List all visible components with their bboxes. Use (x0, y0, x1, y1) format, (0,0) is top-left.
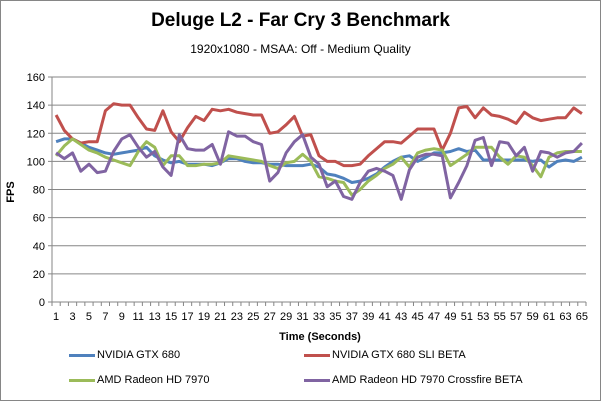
x-tick-label: 37 (346, 311, 358, 323)
x-tick-label: 1 (53, 311, 59, 323)
y-tick-label: 40 (33, 241, 45, 253)
legend-label: NVIDIA GTX 680 SLI BETA (332, 349, 466, 361)
y-tick-label: 140 (27, 100, 45, 112)
legend-swatch-blue (69, 353, 95, 357)
x-tick-label: 7 (102, 311, 108, 323)
legend-label: NVIDIA GTX 680 (97, 349, 181, 361)
x-tick-label: 15 (165, 311, 177, 323)
legend-item-gtx680: NVIDIA GTX 680 (69, 349, 180, 361)
x-tick-label: 35 (329, 311, 341, 323)
legend-label: AMD Radeon HD 7970 (97, 374, 210, 386)
legend-swatch-red (304, 353, 330, 357)
x-tick-label: 13 (149, 311, 161, 323)
chart-subtitle: 1920x1080 - MSAA: Off - Medium Quality (190, 42, 411, 56)
x-tick-label: 31 (296, 311, 308, 323)
legend-item-hd7970-crossfire: AMD Radeon HD 7970 Crossfire BETA (304, 374, 523, 386)
x-tick-label: 23 (231, 311, 243, 323)
series-line-2 (54, 137, 582, 197)
x-tick-label: 9 (119, 311, 125, 323)
x-tick-label: 11 (133, 311, 144, 323)
x-tick-label: 45 (411, 311, 423, 323)
y-tick-label: 80 (33, 185, 45, 197)
y-tick-label: 160 (27, 72, 45, 84)
x-tick-label: 53 (477, 311, 489, 323)
x-tick-label: 55 (494, 311, 506, 323)
legend-item-hd7970: AMD Radeon HD 7970 (69, 374, 210, 386)
chart-title: Deluge L2 - Far Cry 3 Benchmark (151, 10, 450, 31)
series-line-1 (54, 102, 583, 168)
x-tick-label: 5 (86, 311, 92, 323)
x-tick-label: 43 (395, 311, 407, 323)
y-tick-label: 100 (27, 156, 45, 168)
legend-item-gtx680-sli: NVIDIA GTX 680 SLI BETA (304, 349, 466, 361)
y-tick-label: 0 (39, 297, 45, 309)
x-tick-label: 17 (181, 311, 193, 323)
legend-label: AMD Radeon HD 7970 Crossfire BETA (332, 374, 523, 386)
x-axis-title: Time (Seconds) (279, 331, 361, 343)
x-tick-label: 65 (576, 311, 588, 323)
y-axis-title: FPS (5, 181, 17, 202)
y-tick-label: 60 (33, 213, 45, 225)
x-tick-label: 41 (379, 311, 391, 323)
x-tick-label: 29 (280, 311, 292, 323)
x-tick-label: 47 (428, 311, 440, 323)
series-line-3 (55, 130, 583, 201)
x-tick-label: 59 (526, 311, 538, 323)
x-tick-label: 39 (362, 311, 374, 323)
x-tick-label: 25 (247, 311, 259, 323)
x-tick-label: 49 (444, 311, 456, 323)
x-tick-label: 51 (461, 311, 473, 323)
x-tick-label: 3 (69, 311, 75, 323)
x-tick-label: 21 (214, 311, 226, 323)
x-tick-label: 33 (313, 311, 325, 323)
x-tick-label: 63 (559, 311, 571, 323)
legend-swatch-purple (304, 378, 330, 382)
x-tick-label: 61 (543, 311, 555, 323)
y-tick-label: 120 (27, 128, 45, 140)
y-tick-label: 20 (33, 269, 45, 281)
x-tick-label: 27 (264, 311, 276, 323)
legend-swatch-green (69, 378, 95, 382)
x-tick-label: 57 (510, 311, 522, 323)
x-tick-label: 19 (198, 311, 210, 323)
